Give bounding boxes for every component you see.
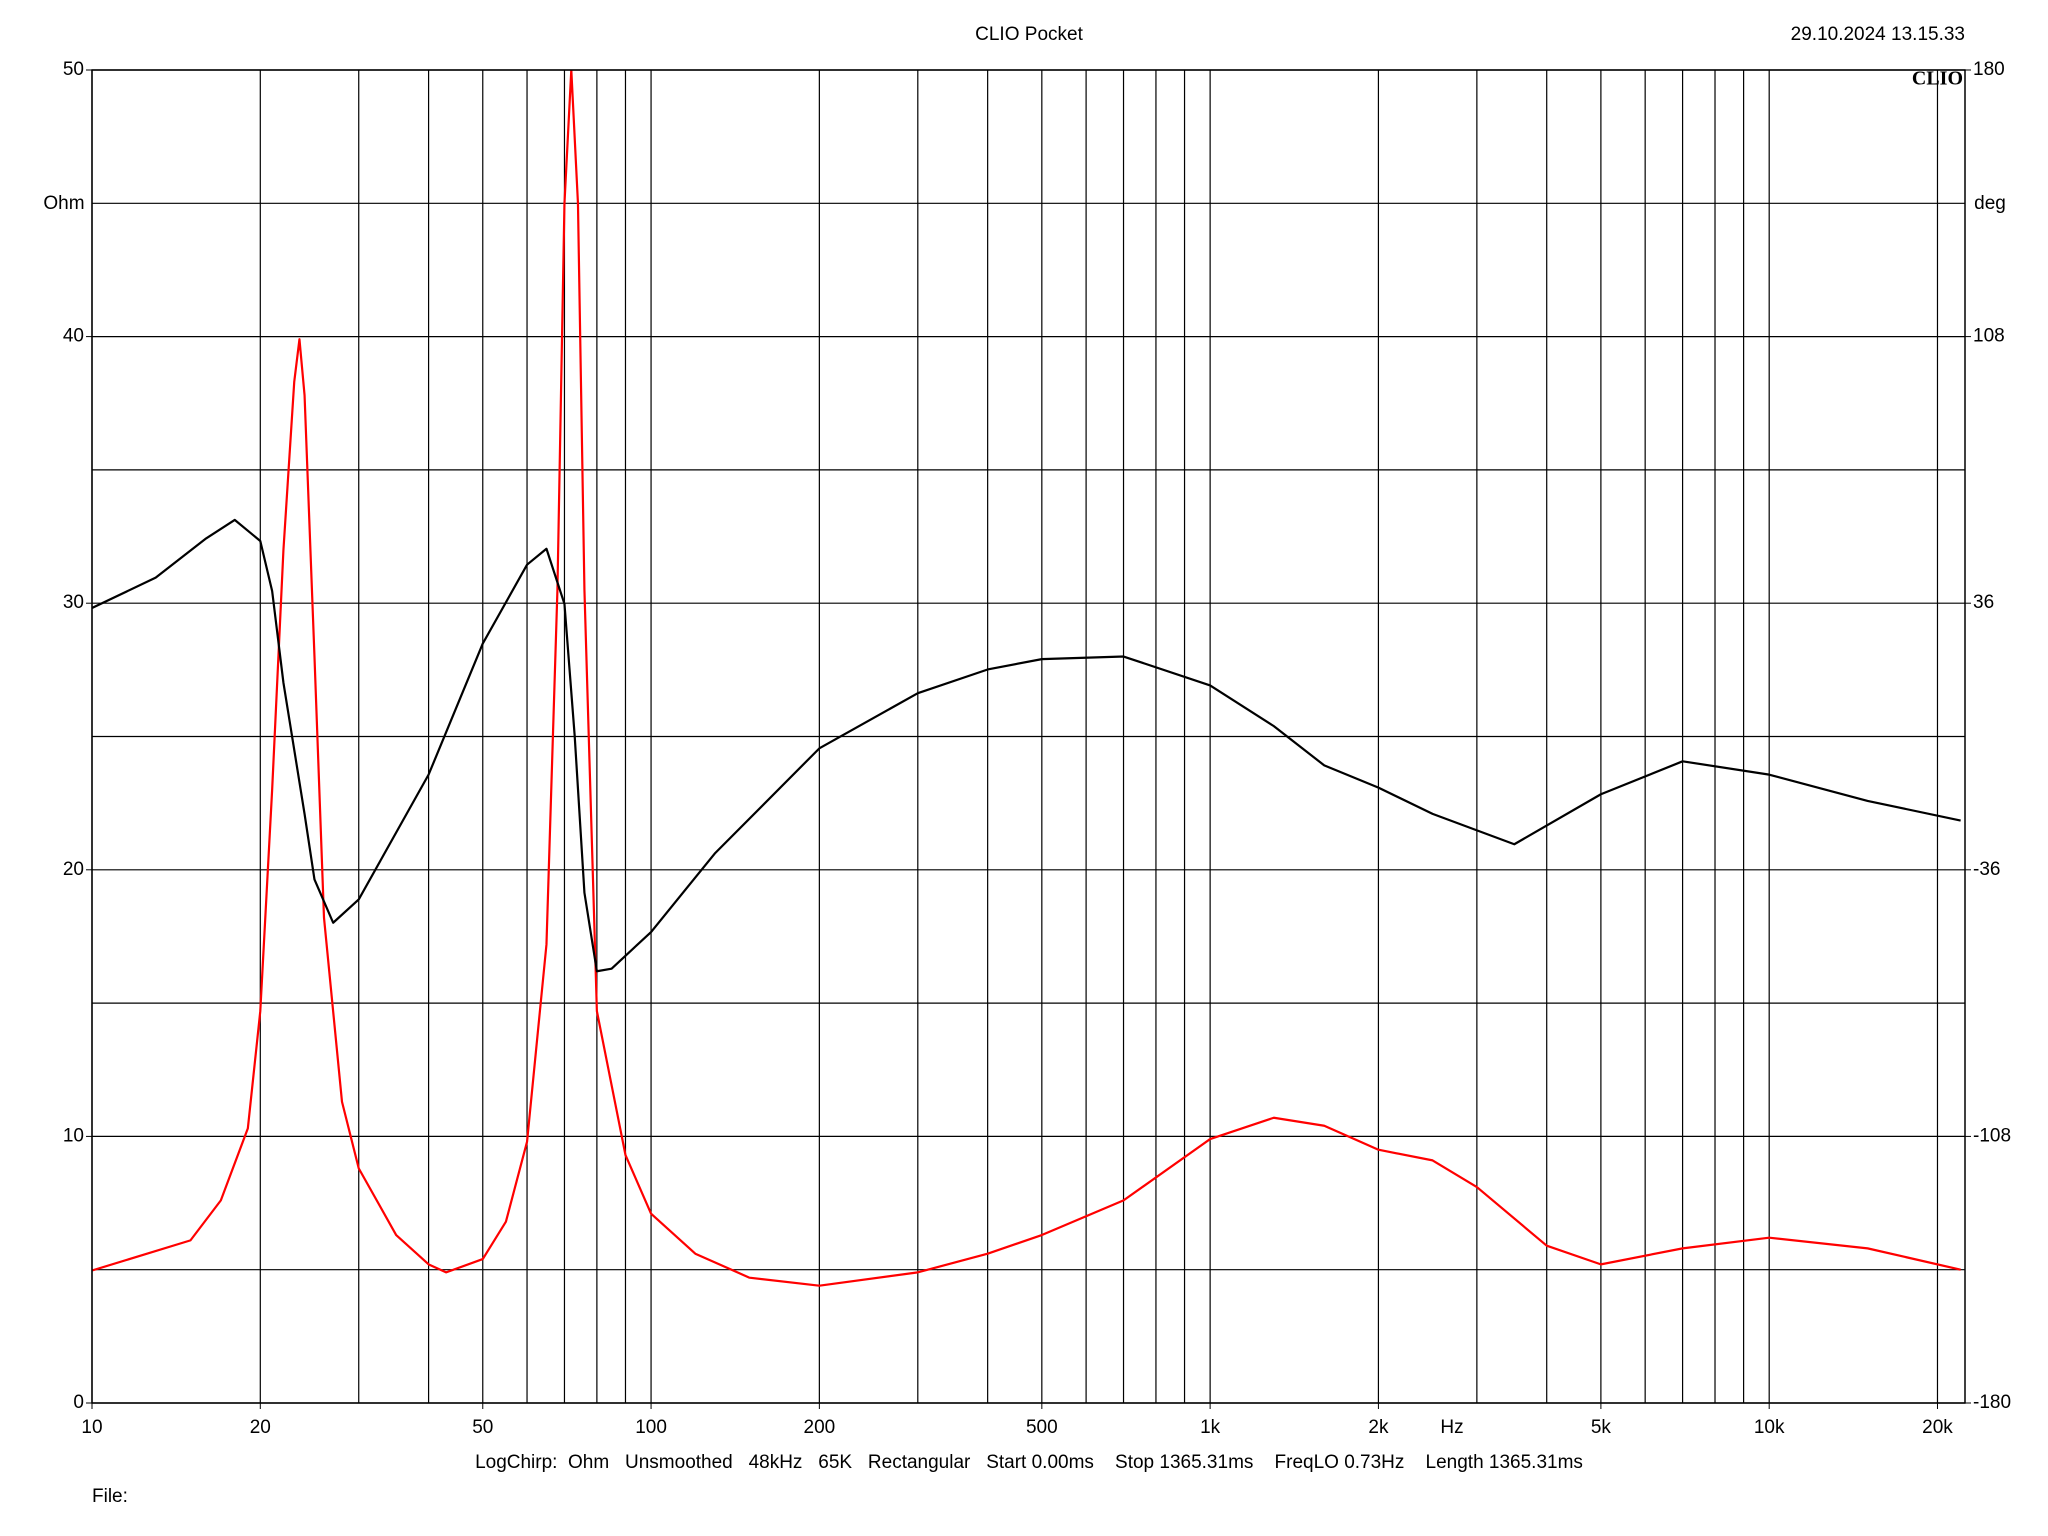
y2-axis-label: deg (1974, 193, 2006, 214)
x-tick-label: 1k (1200, 1417, 1221, 1438)
x-tick-label: 20 (250, 1417, 271, 1438)
x-tick-label: 5k (1591, 1417, 1612, 1438)
y-tick-label: 20 (63, 859, 84, 880)
x-tick-label: 10k (1754, 1417, 1785, 1438)
chart-title: CLIO Pocket (975, 24, 1083, 45)
y2-tick-label: -108 (1973, 1125, 2011, 1146)
y-tick-label: 30 (63, 592, 84, 613)
x-tick-label: 20k (1922, 1417, 1953, 1438)
y-tick-label: 10 (63, 1125, 84, 1146)
footer: LogChirp: Ohm Unsmoothed 48kHz 65K Recta… (475, 1452, 1583, 1473)
y2-tick-label: 108 (1973, 326, 2005, 347)
y2-tick-label: -180 (1973, 1392, 2011, 1413)
x-tick-label: 500 (1026, 1417, 1058, 1438)
plot-frame (91, 69, 1966, 1404)
y-axis-label: Ohm (43, 193, 84, 214)
plot-area (92, 70, 1961, 1287)
curve (92, 518, 1961, 973)
curve (92, 70, 1961, 1287)
y-tick-label: 50 (63, 59, 84, 80)
x-tick-label: 50 (472, 1417, 493, 1438)
x-tick-label: 10 (81, 1417, 102, 1438)
x-tick-label: 100 (635, 1417, 667, 1438)
y-tick-label: 0 (73, 1392, 84, 1413)
y2-tick-label: 36 (1973, 592, 1994, 613)
x-axis-label: Hz (1440, 1417, 1463, 1438)
y-tick-label: 40 (63, 326, 84, 347)
x-tick-label: 2k (1368, 1417, 1389, 1438)
y2-tick-label: 180 (1973, 59, 2005, 80)
grid (91, 69, 1965, 1404)
y2-tick-label: -36 (1973, 859, 2000, 880)
file-label: File: (92, 1486, 128, 1507)
timestamp: 29.10.2024 13.15.33 (1791, 24, 1965, 45)
x-tick-label: 200 (804, 1417, 836, 1438)
